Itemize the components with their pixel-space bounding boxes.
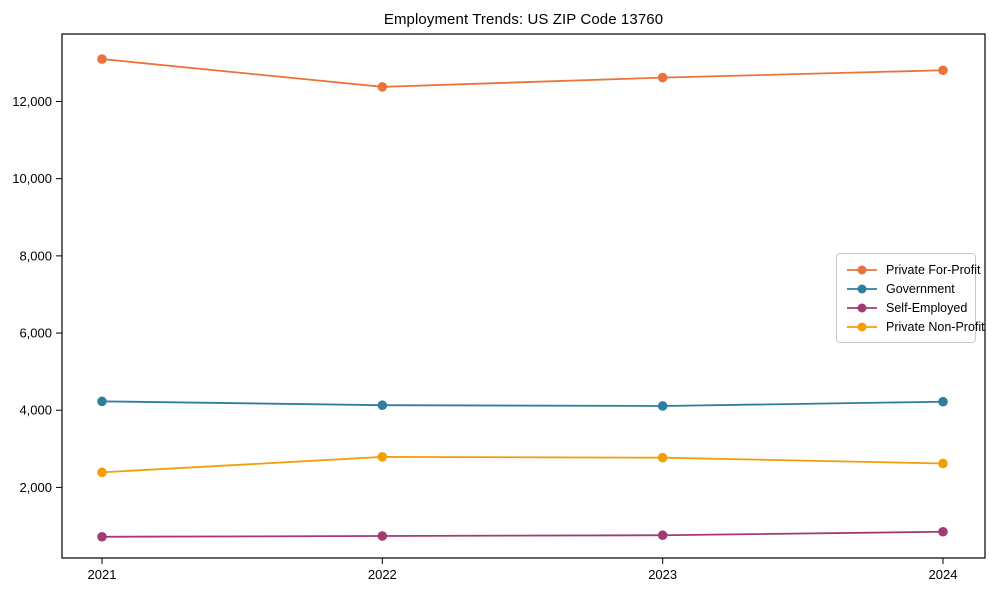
- x-tick-label: 2021: [88, 567, 117, 582]
- y-tick-label: 8,000: [19, 248, 52, 263]
- data-point-private-for-profit: [657, 72, 668, 83]
- data-point-government: [377, 400, 388, 410]
- chart-legend: Private For-Profit Government Self-Employe…: [836, 253, 985, 343]
- data-point-private-non-profit: [938, 458, 948, 469]
- series-line-self-employed: [101, 530, 944, 538]
- data-point-self-employed: [377, 531, 388, 541]
- legend-item-private-non-profit: Private Non-Profit: [846, 317, 985, 336]
- plot-border: [61, 33, 986, 559]
- data-point-self-employed: [97, 531, 107, 542]
- legend-marker-icon: [847, 265, 877, 274]
- legend-dot: [857, 284, 867, 293]
- legend-item-private-for-profit: Private For-Profit: [846, 260, 980, 279]
- legend-item-self-employed: Self-Employed: [846, 298, 967, 317]
- series-line-government: [101, 400, 944, 407]
- data-point-private-for-profit: [97, 54, 107, 64]
- x-tick-label: 2024: [929, 567, 958, 582]
- y-tick-label: 2,000: [19, 480, 52, 495]
- chart-title: Employment Trends: US ZIP Code 13760: [383, 11, 664, 28]
- data-point-private-non-profit: [377, 452, 388, 462]
- data-point-government: [938, 396, 948, 407]
- data-point-government: [657, 401, 668, 411]
- y-tick-label: 12,000: [12, 94, 52, 109]
- data-point-private-non-profit: [97, 467, 107, 478]
- series-line-private-for-profit: [101, 58, 944, 88]
- legend-label: Self-Employed: [886, 300, 968, 315]
- legend-label: Private For-Profit: [886, 262, 981, 277]
- legend-marker-icon: [847, 284, 877, 293]
- legend-marker-icon: [847, 303, 877, 312]
- data-point-self-employed: [657, 530, 668, 541]
- legend-dot: [857, 322, 867, 331]
- data-point-private-for-profit: [938, 65, 948, 76]
- data-point-government: [97, 396, 107, 407]
- x-tick-label: 2023: [648, 567, 677, 582]
- series-line-private-non-profit: [101, 456, 944, 474]
- y-tick-label: 6,000: [19, 326, 52, 341]
- x-tick-label: 2022: [368, 567, 397, 582]
- legend-label: Private Non-Profit: [886, 319, 985, 334]
- legend-dot: [857, 265, 867, 274]
- y-tick-label: 10,000: [12, 171, 52, 186]
- legend-item-government: Government: [846, 279, 967, 298]
- y-tick-label: 4,000: [19, 403, 52, 418]
- legend-label: Government: [886, 281, 955, 296]
- legend-marker-icon: [847, 322, 877, 331]
- data-point-private-non-profit: [657, 452, 668, 463]
- legend-dot: [857, 303, 867, 312]
- data-point-self-employed: [938, 526, 948, 537]
- data-point-private-for-profit: [377, 82, 388, 92]
